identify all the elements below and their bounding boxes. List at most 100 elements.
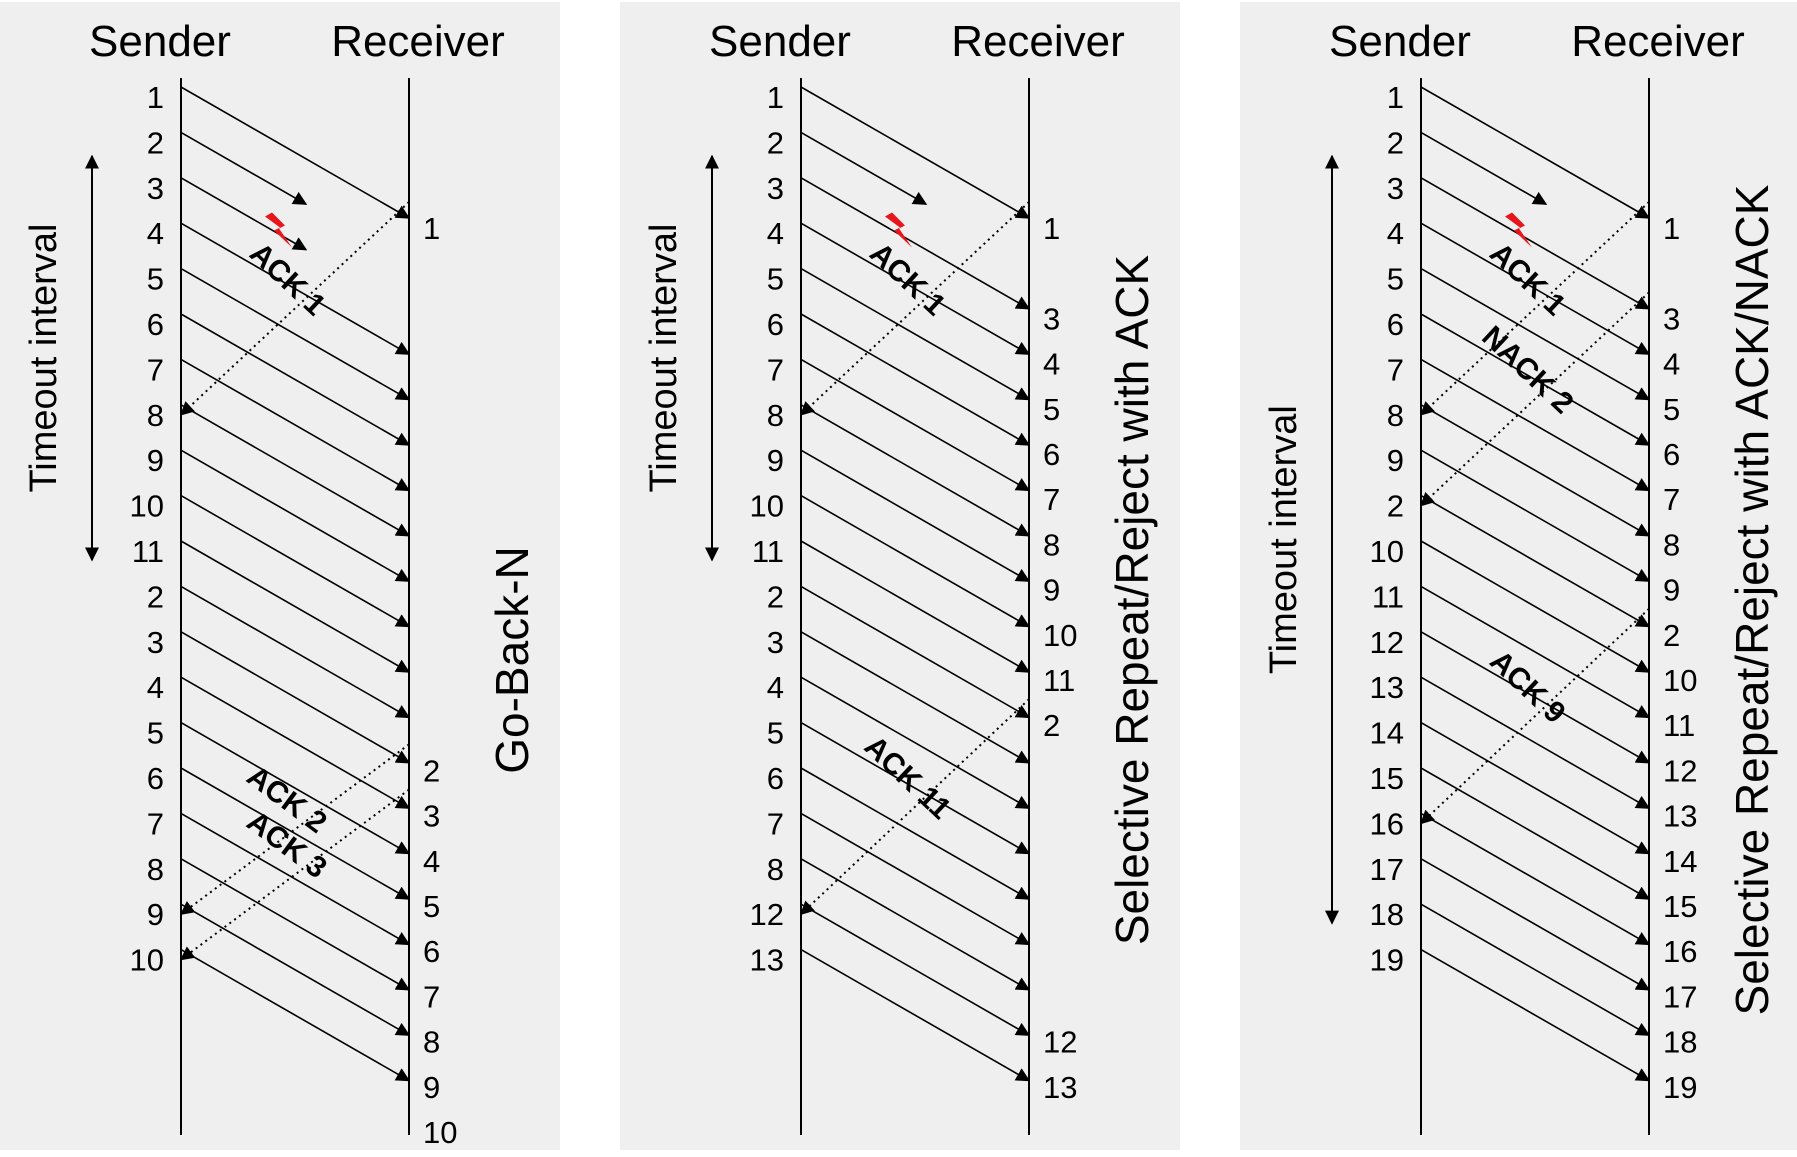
frame-arrow [180,812,411,946]
frame-arrow [180,449,411,582]
receiver-header: Receiver [1571,17,1745,66]
frame-arrow [1420,494,1651,628]
receiver-frame-number: 5 [1663,392,1680,427]
receiver-frame-number: 2 [1663,618,1680,653]
receiver-header: Receiver [951,17,1125,66]
frame-arrow [180,903,411,1036]
lightning-bolt-icon [265,212,292,248]
frame-arrow [800,721,1031,855]
frame-arrow [1420,86,1651,219]
sender-frame-number: 9 [147,443,164,478]
sender-frame-number: 1 [767,80,784,115]
lost-frame-arrow [800,131,928,205]
sender-header: Sender [1329,17,1471,66]
ack-arrow [1419,291,1650,507]
frame-arrow [800,86,1031,219]
sender-frame-number: 4 [1387,216,1404,251]
frame-arrow [180,222,411,355]
receiver-frame-number: 12 [1663,753,1697,788]
frame-arrow [800,858,1031,991]
frame-arrow [1420,948,1651,1082]
sender-frame-number: 5 [767,716,784,751]
frame-arrow [800,540,1031,673]
sender-frame-number: 2 [767,579,784,614]
ack-arrow [1419,608,1650,825]
sender-frame-number: 6 [767,761,784,796]
protocol-title: Selective Repeat/Reject with ACK [1106,255,1158,946]
panel-3: Sender Receiver12345678921011121314151617… [1240,2,1797,1150]
frame-arrow [1420,903,1651,1036]
receiver-frame-number: 2 [1043,708,1060,743]
frame-arrow [800,812,1031,946]
timeout-label: Timeout interval [23,224,65,493]
sender-frame-number: 4 [767,670,784,705]
sender-frame-number: 5 [147,262,164,297]
frame-arrow [1420,767,1651,900]
sender-frame-number: 5 [1387,262,1404,297]
sender-frame-number: 7 [767,352,784,387]
frame-arrow [1420,858,1651,991]
sender-frame-number: 8 [767,398,784,433]
receiver-frame-number: 13 [1043,1070,1077,1105]
sender-frame-number: 11 [752,534,784,569]
frame-arrow [1420,631,1651,764]
sender-header: Sender [709,17,851,66]
sender-frame-number: 6 [767,307,784,342]
sender-frame-number: 4 [147,216,164,251]
frame-arrow [1420,222,1651,355]
receiver-frame-number: 13 [1663,799,1697,834]
sender-frame-number: 8 [147,398,164,433]
panel-background [0,2,560,1150]
ack-arrow [799,698,1030,916]
frame-arrow [180,540,411,673]
receiver-frame-number: 3 [1043,301,1060,336]
sender-frame-number: 7 [147,352,164,387]
receiver-frame-number: 8 [1663,527,1680,562]
sender-frame-number: 11 [1372,579,1404,614]
sender-frame-number: 13 [750,943,784,978]
receiver-frame-number: 14 [1663,844,1697,879]
ack-arrow [1419,201,1650,416]
panel-background [1240,2,1797,1150]
receiver-frame-number: 8 [423,1025,440,1060]
frame-arrow [800,494,1031,628]
sender-frame-number: 10 [1370,534,1404,569]
sender-frame-number: 5 [147,716,164,751]
frame-arrow [800,313,1031,446]
frame-arrow [1420,540,1651,673]
receiver-frame-number: 4 [1663,347,1680,382]
receiver-frame-number: 12 [1043,1025,1077,1060]
sender-frame-number: 15 [1370,761,1404,796]
frame-arrow [180,267,411,401]
receiver-frame-number: 9 [1043,573,1060,608]
sender-frame-number: 2 [147,125,164,160]
receiver-frame-number: 6 [1663,437,1680,472]
frame-arrow [800,676,1031,809]
frame-arrow [180,676,411,809]
sender-frame-number: 3 [1387,171,1404,206]
lost-frame-arrow [1420,131,1548,205]
frame-arrow [800,631,1031,764]
receiver-frame-number: 5 [1043,392,1060,427]
receiver-frame-number: 6 [423,934,440,969]
ack-arrow [799,201,1030,416]
panel-1: Sender Receiver 1 2 3 4 5 6 7 8 9 10 11 2 3 4 5 6 7 8 9 10 1 2 3… [0,2,560,1150]
frame-arrow [180,631,411,764]
timeout-label: Timeout interval [643,224,685,493]
receiver-frame-number: 1 [1663,211,1680,246]
receiver-header: Receiver [331,17,505,66]
sender-frame-number: 3 [767,625,784,660]
receiver-frame-number: 10 [1663,663,1697,698]
frame-arrow [180,948,411,1082]
sender-frame-number: 6 [147,307,164,342]
sender-frame-number: 1 [1387,80,1404,115]
sender-frame-number: 16 [1370,806,1404,841]
receiver-frame-number: 4 [423,844,440,879]
receiver-frame-number: 11 [1043,663,1075,698]
sender-frame-number: 3 [147,171,164,206]
receiver-frame-number: 1 [423,211,440,246]
frame-arrow [800,404,1031,537]
timeout-label: Timeout interval [1263,405,1305,674]
receiver-frame-number: 9 [1663,573,1680,608]
